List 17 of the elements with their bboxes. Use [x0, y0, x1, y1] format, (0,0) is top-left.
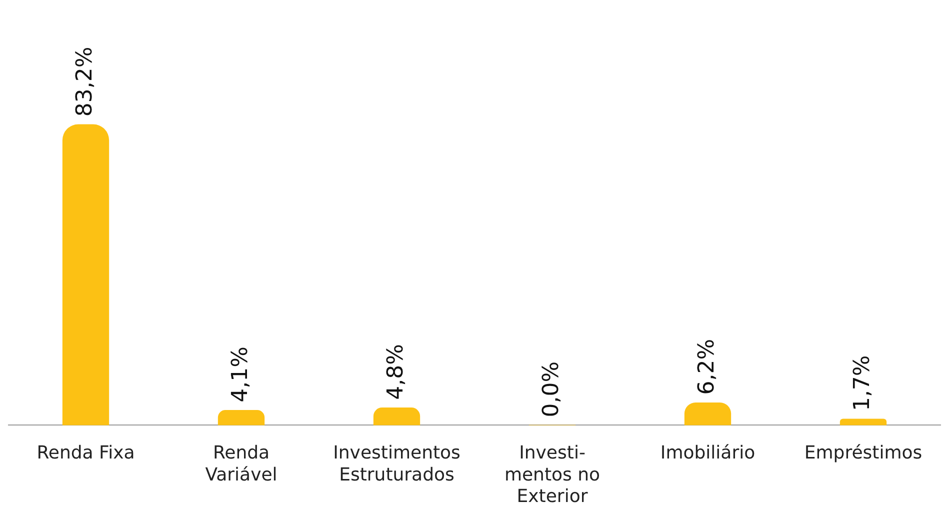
bar [62, 124, 110, 426]
x-tick-label: Renda Variável [205, 442, 278, 486]
bar [373, 408, 420, 426]
data-label: 0,0% [538, 361, 564, 418]
bar [684, 402, 732, 426]
data-label: 1,7% [850, 355, 875, 412]
data-label: 6,2% [694, 338, 720, 395]
data-label: 4,8% [383, 344, 408, 400]
x-tick-label: Imobiliário [660, 442, 756, 464]
bar [218, 410, 265, 426]
data-label: 4,1% [228, 346, 253, 402]
x-tick-label: Investimentos Estruturados [333, 442, 460, 486]
x-tick-label: Empréstimos [804, 442, 922, 464]
x-tick-label: Renda Fixa [36, 442, 135, 464]
x-tick-label: Investi- mentos no Exterior [504, 442, 600, 507]
data-label: 83,2% [72, 46, 98, 117]
bar [840, 418, 887, 426]
